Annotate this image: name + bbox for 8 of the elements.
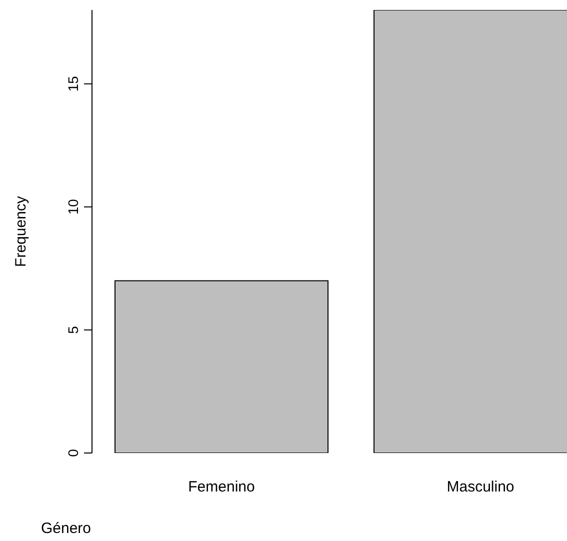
y-tick-label: 10 <box>65 198 81 215</box>
x-tick-label: Masculino <box>446 478 514 496</box>
y-tick-label: 5 <box>65 326 81 334</box>
x-axis-title: Género <box>40 520 92 537</box>
x-tick-label: Femenino <box>188 478 255 496</box>
y-axis-title: Frequency <box>12 196 30 267</box>
y-tick-label: 0 <box>65 448 81 457</box>
y-tick-label: 15 <box>65 76 81 92</box>
